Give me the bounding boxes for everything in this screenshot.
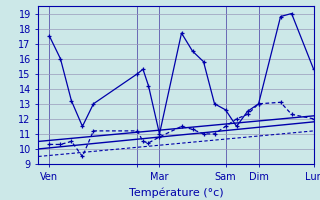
X-axis label: Température (°c): Température (°c) <box>129 187 223 198</box>
